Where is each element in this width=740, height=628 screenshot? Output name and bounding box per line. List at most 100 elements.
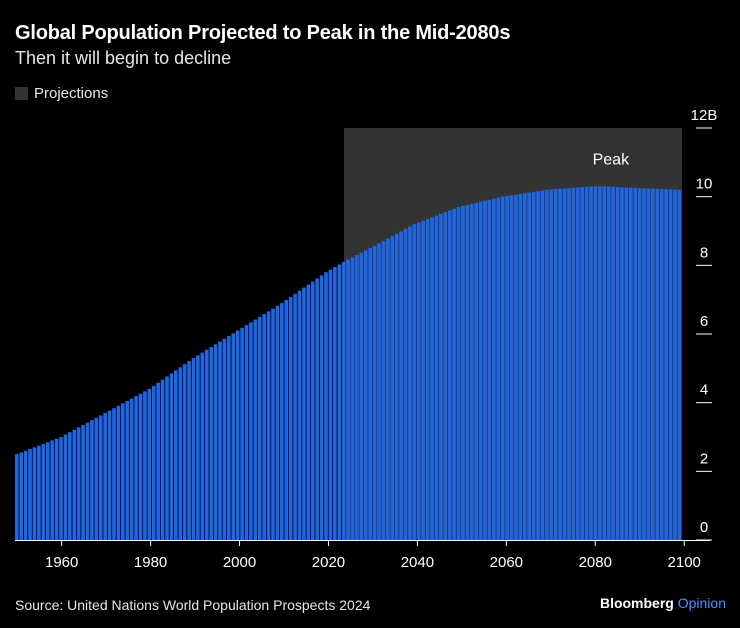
bar-2061 [505,195,509,541]
bar-1987 [178,367,183,540]
chart-subtitle: Then it will begin to decline [15,48,232,68]
bar-2092 [642,188,646,540]
bar-1966 [85,422,90,540]
bar-2001 [240,327,244,540]
bar-2021 [328,269,333,540]
bar-2020 [324,272,328,540]
bar-2047 [443,212,448,540]
bar-2041 [416,222,421,540]
bar-2091 [637,188,642,540]
bar-2044 [430,217,434,540]
bar-1997 [222,338,227,540]
bar-2057 [487,199,492,541]
bar-2058 [492,198,496,540]
bar-2017 [310,281,315,540]
bar-2078 [580,187,585,540]
bar-1998 [227,336,231,540]
bar-1953 [28,449,32,540]
bar-2043 [425,218,430,540]
bar-1989 [187,361,191,540]
bar-2045 [434,215,439,541]
bar-2068 [536,191,540,540]
y-tick-label-10: 10 [696,176,713,193]
bar-2048 [447,210,452,540]
bar-2036 [394,233,399,540]
bar-2040 [412,224,417,540]
bar-2011 [284,300,289,540]
bar-2079 [584,186,589,540]
bar-1986 [174,370,178,540]
bar-2076 [571,187,576,541]
bar-2007 [266,311,271,540]
bar-1978 [138,393,143,540]
bar-1983 [160,379,165,540]
bar-2006 [262,314,266,540]
bar-2018 [315,278,319,540]
bar-2030 [368,248,372,540]
bar-1993 [204,349,209,540]
bar-1957 [45,442,50,540]
x-tick-label-2040: 2040 [401,554,434,571]
bar-2083 [602,186,607,540]
bar-2026 [350,257,355,540]
x-tick-label-2080: 2080 [579,554,612,571]
brand-main: Bloomberg [599,595,674,611]
bar-2012 [288,296,293,540]
bar-2081 [593,186,598,540]
y-tick-label-12: 12B [691,107,718,124]
bar-1985 [169,373,174,540]
bar-2037 [399,231,403,541]
bar-1962 [68,432,72,540]
bar-1960 [59,437,63,540]
bar-2039 [408,226,412,540]
bar-1975 [125,400,130,540]
bar-1965 [81,424,85,540]
bar-2055 [478,201,483,541]
bar-2051 [461,205,465,541]
bar-2049 [452,208,456,540]
bar-2063 [514,194,518,540]
brand-suffix: Opinion [677,595,726,611]
x-tick-label-1960: 1960 [45,554,78,571]
y-tick-label-4: 4 [700,382,708,399]
bar-1982 [156,382,160,540]
bar-2034 [386,238,390,540]
bar-2080 [589,186,593,540]
bar-2098 [668,189,673,540]
y-tick-label-2: 2 [700,450,708,467]
bar-2023 [337,264,342,540]
bar-2074 [562,188,567,540]
bar-2052 [465,204,470,540]
bar-2069 [540,190,545,540]
source-note: Source: United Nations World Population … [15,597,371,613]
bar-1968 [94,417,99,540]
bar-2082 [598,186,602,540]
bar-1999 [231,333,236,540]
bar-2024 [341,261,346,540]
bar-2005 [257,316,262,540]
bar-1991 [196,355,200,540]
bar-2089 [628,187,633,540]
bar-2094 [651,188,655,540]
bar-1951 [19,452,24,540]
bar-1974 [121,403,125,540]
bar-2032 [377,243,381,541]
bar-2010 [280,303,284,540]
bar-2075 [567,188,571,541]
bar-2004 [253,319,258,540]
bar-2019 [319,275,324,540]
bar-1973 [116,405,121,540]
bar-2093 [646,188,651,540]
bar-2029 [363,250,368,540]
bar-1972 [112,408,116,540]
bar-1952 [23,450,28,540]
legend-swatch [15,87,28,100]
bar-1955 [37,445,41,540]
peak-annotation: Peak [593,151,630,168]
bar-2065 [522,193,527,540]
bar-2027 [355,255,359,541]
bar-2073 [558,188,562,540]
bar-2087 [620,187,624,540]
bar-2035 [390,236,395,540]
y-tick-label-6: 6 [700,313,708,330]
